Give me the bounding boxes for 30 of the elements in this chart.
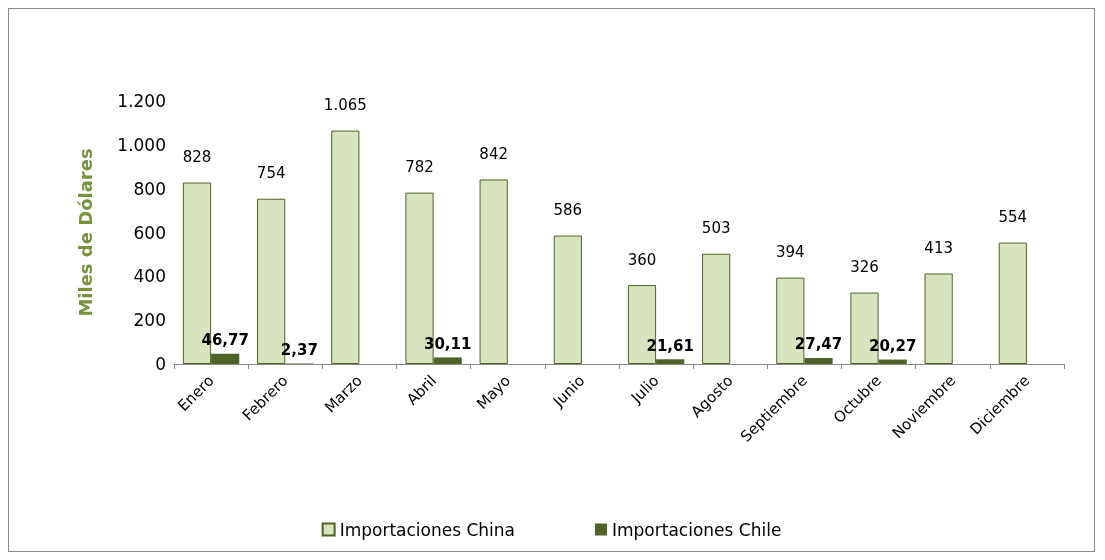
y-tick-label: 1.000	[117, 134, 166, 155]
data-label: 586	[553, 201, 583, 220]
y-tick-label: 800	[133, 178, 166, 199]
data-label: 754	[256, 164, 286, 183]
legend-label: Importaciones China	[339, 519, 516, 540]
bar	[479, 179, 508, 364]
bar	[924, 273, 953, 364]
data-label: 554	[998, 208, 1028, 227]
y-axis-title: Miles de Dólares	[74, 148, 96, 317]
y-tick-label: 600	[133, 222, 166, 243]
bar	[553, 235, 582, 364]
data-label: 394	[776, 243, 805, 262]
data-label: 842	[479, 144, 508, 163]
bar	[331, 130, 360, 364]
bar	[998, 242, 1027, 364]
data-label: 20,27	[868, 337, 917, 356]
data-label: 503	[701, 219, 731, 238]
data-label: 360	[627, 250, 657, 269]
data-label: 828	[182, 148, 212, 167]
data-label: 30,11	[423, 334, 472, 353]
y-tick-label: 400	[133, 266, 166, 287]
bar	[702, 253, 731, 364]
y-tick-label: 0	[155, 354, 166, 374]
data-label: 326	[850, 258, 879, 277]
y-tick-label: 200	[133, 310, 166, 331]
y-tick-label: 1.200	[117, 91, 166, 111]
data-label: 413	[924, 238, 953, 257]
legend-label: Importaciones Chile	[612, 519, 782, 540]
data-label: 1.065	[323, 96, 367, 115]
data-label: 782	[405, 158, 434, 177]
